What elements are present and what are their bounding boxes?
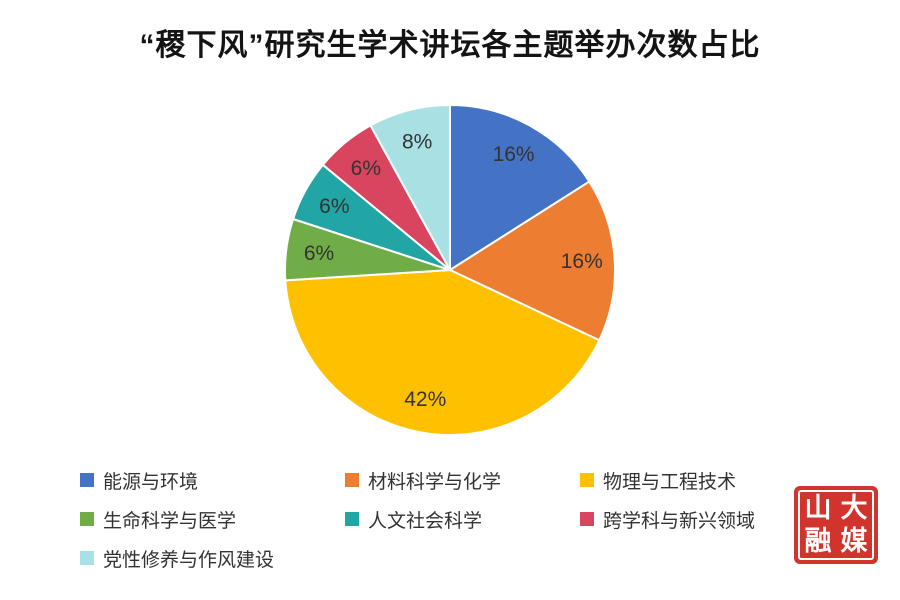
logo-char: 大 [840, 493, 868, 523]
legend-item-party-spirit-workstyle: 党性修养与作风建设 [80, 544, 345, 572]
chart-title: “稷下风”研究生学术讲坛各主题举办次数占比 [139, 29, 761, 62]
logo-char: 媒 [840, 526, 868, 556]
legend-label: 跨学科与新兴领域 [603, 510, 756, 532]
legend-item-interdisciplinary-emerging: 跨学科与新兴领域 [580, 505, 880, 533]
legend-color-swatch [80, 512, 94, 526]
legend: 能源与环境 材料科学与化学 物理与工程技术 生命科学与医学 人文社会科学 跨学科… [80, 466, 880, 572]
brand-logo-text: 山 大 融 媒 [798, 490, 874, 560]
legend-item-materials-chemistry: 材料科学与化学 [345, 466, 580, 494]
pie-slice-3 [284, 218, 451, 282]
legend-label: 能源与环境 [103, 471, 199, 493]
legend-label: 人文社会科学 [368, 510, 483, 532]
pie-slice-value-label: 42% [404, 388, 446, 411]
legend-color-swatch [80, 551, 94, 565]
legend-item-life-science-medicine: 生命科学与医学 [80, 505, 345, 533]
legend-label: 物理与工程技术 [603, 471, 737, 493]
pie-slice-5 [321, 124, 451, 271]
logo-char: 山 [804, 493, 832, 523]
legend-color-swatch [580, 512, 594, 526]
legend-color-swatch [80, 473, 94, 487]
brand-logo: 山 大 融 媒 [794, 486, 878, 564]
pie-slice-2 [284, 269, 601, 436]
legend-color-swatch [580, 473, 594, 487]
legend-color-swatch [345, 473, 359, 487]
legend-label: 生命科学与医学 [103, 510, 237, 532]
pie-slice-4 [292, 163, 451, 271]
pie-slice-value-label: 6% [319, 195, 349, 218]
legend-label: 党性修养与作风建设 [103, 549, 275, 571]
pie-slice-value-label: 6% [351, 157, 381, 180]
pie-slice-6 [369, 104, 451, 271]
legend-item-physics-engineering: 物理与工程技术 [580, 466, 880, 494]
pie-slice-value-label: 8% [402, 131, 432, 154]
pie-slice-value-label: 16% [561, 250, 603, 273]
logo-char: 融 [804, 526, 832, 556]
pie-slice-value-label: 6% [304, 242, 334, 265]
legend-color-swatch [345, 512, 359, 526]
pie-slice-value-label: 16% [493, 143, 535, 166]
legend-item-energy-environment: 能源与环境 [80, 466, 345, 494]
legend-label: 材料科学与化学 [368, 471, 502, 493]
pie-slice-1 [449, 180, 616, 342]
pie-slice-0 [449, 104, 591, 271]
legend-item-humanities-social-science: 人文社会科学 [345, 505, 580, 533]
